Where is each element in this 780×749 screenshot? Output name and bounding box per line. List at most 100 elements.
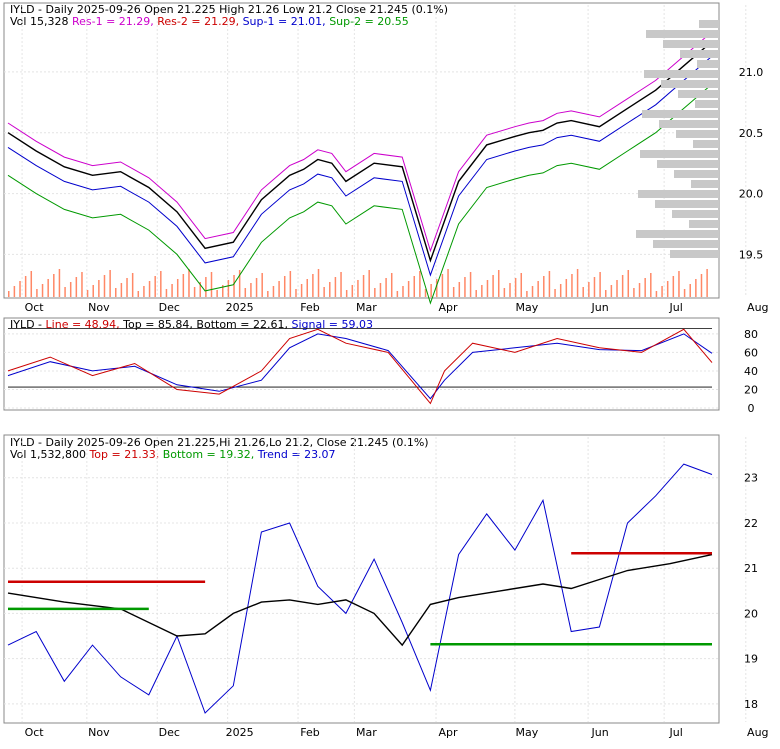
volume-bar: [340, 272, 342, 297]
volume-bar: [199, 282, 201, 297]
y-tick-label: 60: [744, 346, 758, 359]
volume-bar: [497, 270, 500, 297]
volume-bar: [503, 288, 506, 297]
volume-profile-bar: [642, 110, 719, 118]
volume-bar: [655, 291, 658, 297]
stochastic-panel: [3, 317, 720, 411]
volume-bar: [374, 288, 376, 297]
volume-bar: [98, 280, 100, 297]
volume-bar: [357, 280, 359, 297]
volume-bar: [250, 283, 252, 297]
volume-bar: [81, 272, 83, 297]
x-tick-label: Nov: [88, 726, 110, 739]
price-header-part-2: Res-2 = 21.29,: [157, 15, 242, 28]
x-tick-label: Apr: [439, 301, 459, 314]
volume-bar: [47, 279, 49, 297]
volume-bar: [345, 290, 348, 297]
volume-bar: [672, 276, 675, 297]
volume-bar: [633, 288, 635, 297]
x-tick-label: 2025: [226, 301, 254, 314]
volume-bar: [396, 291, 399, 297]
volume-bar: [650, 273, 652, 297]
y-tick-label: 80: [744, 328, 758, 341]
volume-bar: [402, 286, 404, 297]
x-tick-label: Mar: [356, 726, 377, 739]
volume-bar: [475, 290, 477, 297]
price-header-part-0: Vol 15,328: [10, 15, 72, 28]
volume-bar: [75, 277, 78, 297]
volume-bar: [413, 276, 416, 297]
volume-bar: [160, 271, 162, 297]
volume-bar: [227, 280, 230, 297]
volume-profile-bar: [663, 40, 719, 48]
stochastic-plot: [4, 328, 719, 409]
volume-profile-bar: [674, 170, 719, 178]
price-plot: [4, 5, 747, 305]
volume-profile-bar: [655, 200, 719, 208]
volume-bar: [481, 285, 483, 297]
volume-profile-bar: [657, 160, 719, 168]
trend-plot: [4, 437, 747, 722]
volume-bar: [666, 281, 669, 297]
volume-bar: [486, 280, 489, 297]
stochastic-header-part-0: IYLD -: [10, 318, 46, 331]
volume-bar: [543, 276, 545, 297]
x-tick-label: Dec: [159, 726, 180, 739]
volume-bar: [537, 281, 539, 297]
volume-bar: [334, 277, 337, 297]
volume-bar: [182, 274, 185, 297]
trend-close-line: [7, 553, 713, 647]
volume-bar: [576, 269, 579, 297]
volume-bar: [148, 281, 151, 297]
y-tick-label: 20.0: [739, 188, 764, 201]
volume-bar: [24, 276, 27, 297]
stochastic-header-part-4: Signal = 59.03: [291, 318, 373, 331]
sup1-line: [7, 55, 713, 277]
trend-header-line2: Vol 1,532,800 Top = 21.33, Bottom = 19.3…: [10, 448, 336, 461]
volume-bar: [216, 290, 218, 297]
x-tick-label: Oct: [25, 726, 45, 739]
x-tick-label: Apr: [439, 726, 459, 739]
volume-bar: [306, 279, 308, 297]
volume-bar: [458, 282, 461, 297]
stochastic-header-part-3: Bottom = 22.61,: [196, 318, 291, 331]
x-tick-label: May: [516, 726, 539, 739]
volume-bar: [154, 276, 156, 297]
volume-bar: [430, 284, 432, 297]
volume-bar: [255, 278, 258, 297]
price-header-line1: IYLD - Daily 2025-09-26 Open 21.225 High…: [10, 3, 448, 16]
volume-bar: [289, 271, 292, 297]
volume-bar: [424, 289, 427, 297]
volume-bar: [565, 279, 568, 297]
stoch-signal-line: [7, 333, 713, 400]
volume-profile-bar: [659, 120, 719, 128]
volume-bar: [700, 274, 703, 297]
volume-bar: [390, 273, 393, 297]
volume-bar: [210, 272, 213, 297]
volume-bar: [514, 278, 517, 297]
volume-bar: [300, 284, 303, 297]
volume-bar: [638, 283, 641, 297]
volume-bar: [362, 275, 365, 297]
x-tick-label: Jun: [591, 301, 609, 314]
y-tick-label: 19.5: [739, 248, 764, 261]
stochastic-header: IYLD - Line = 48.94, Top = 85.84, Bottom…: [10, 318, 373, 331]
volume-profile-bar: [697, 60, 719, 68]
x-tick-label: Jul: [668, 301, 682, 314]
stochastic-header-part-2: Top = 85.84,: [122, 318, 196, 331]
volume-bar: [582, 287, 584, 297]
trend-header-part-2: Bottom = 19.32,: [163, 448, 258, 461]
volume-bar: [368, 270, 370, 297]
y-tick-label: 21: [744, 562, 758, 575]
volume-bar: [36, 289, 38, 297]
volume-profile-bar: [636, 230, 719, 238]
volume-bar: [554, 289, 556, 297]
price-header-part-1: Res-1 = 21.29,: [72, 15, 157, 28]
volume-profile-bar: [691, 180, 719, 188]
volume-bar: [447, 269, 449, 297]
volume-bar: [683, 289, 686, 297]
y-tick-label: 19: [744, 653, 758, 666]
price-close-line: [7, 40, 713, 263]
x-tick-label: Mar: [356, 301, 377, 314]
trend-header-part-0: Vol 1,532,800: [10, 448, 89, 461]
